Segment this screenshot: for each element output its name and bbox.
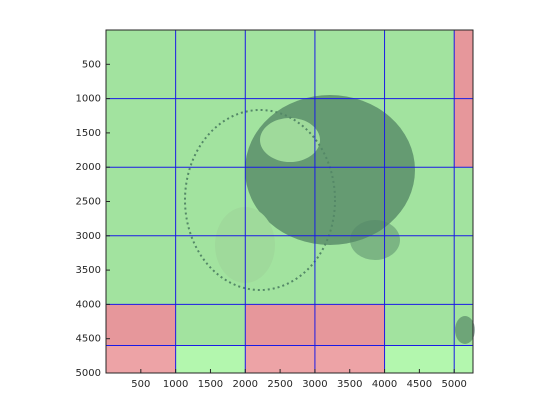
tile xyxy=(106,30,176,99)
x-tick-label: 5000 xyxy=(441,379,466,390)
tile xyxy=(314,304,385,346)
y-tick-label: 4000 xyxy=(76,299,101,310)
tile xyxy=(384,30,455,99)
tile xyxy=(106,304,176,346)
tile xyxy=(454,30,473,99)
tile xyxy=(454,167,473,236)
tile xyxy=(384,345,455,373)
y-tick-label: 3000 xyxy=(76,231,101,242)
y-tick-label: 1500 xyxy=(76,128,101,139)
tile xyxy=(106,167,176,236)
tissue xyxy=(184,95,475,344)
y-tick-label: 2500 xyxy=(76,197,101,208)
x-tick-label: 3500 xyxy=(337,379,362,390)
tile xyxy=(175,345,246,373)
tile xyxy=(175,304,246,346)
tile xyxy=(314,345,385,373)
tile xyxy=(454,98,473,168)
tile xyxy=(314,235,385,305)
y-tick-label: 5000 xyxy=(76,368,101,379)
tile xyxy=(106,98,176,168)
tile xyxy=(384,235,455,305)
x-tick-label: 2500 xyxy=(267,379,292,390)
x-tick-label: 500 xyxy=(131,379,150,390)
tile xyxy=(454,235,473,305)
tile xyxy=(245,304,315,346)
x-tick-label: 4000 xyxy=(372,379,397,390)
tile xyxy=(106,345,176,373)
x-tick-label: 1500 xyxy=(198,379,223,390)
tile xyxy=(245,30,315,99)
tile xyxy=(175,98,246,168)
y-tick-label: 2000 xyxy=(76,162,101,173)
x-tick-label: 2000 xyxy=(233,379,258,390)
x-tick-label: 4500 xyxy=(407,379,432,390)
tile xyxy=(454,345,473,373)
tile xyxy=(175,30,246,99)
tile xyxy=(106,235,176,305)
x-tick-label: 3000 xyxy=(302,379,327,390)
tile xyxy=(245,345,315,373)
x-tick-label: 1000 xyxy=(163,379,188,390)
tile xyxy=(454,304,473,346)
y-tick-label: 1000 xyxy=(76,94,101,105)
y-tick-label: 4500 xyxy=(76,334,101,345)
y-tick-label: 500 xyxy=(82,59,101,70)
tile xyxy=(384,304,455,346)
tile xyxy=(314,30,385,99)
y-tick-label: 3500 xyxy=(76,265,101,276)
